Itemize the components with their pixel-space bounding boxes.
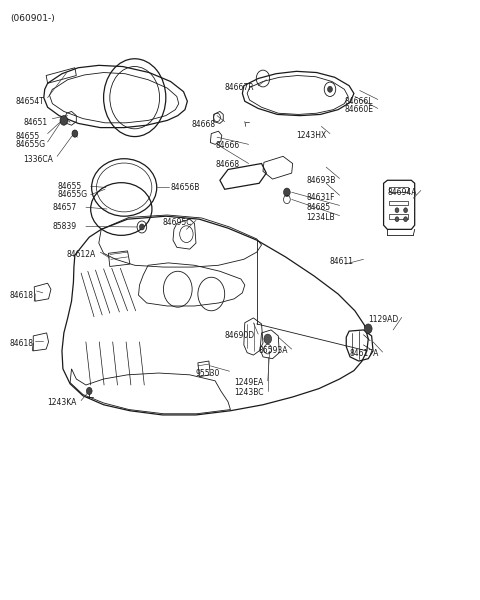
Text: 84660E: 84660E (344, 105, 373, 114)
Text: 95530: 95530 (196, 368, 220, 377)
Text: 84618: 84618 (9, 292, 33, 301)
Circle shape (404, 217, 408, 221)
Text: 1243BC: 1243BC (234, 388, 264, 397)
Text: 84666: 84666 (215, 141, 240, 150)
Text: (060901-): (060901-) (10, 14, 55, 23)
Text: 1249EA: 1249EA (234, 378, 264, 387)
Circle shape (60, 116, 68, 125)
Text: 84694A: 84694A (387, 188, 417, 197)
Text: 85839: 85839 (52, 222, 76, 231)
Text: 84695C: 84695C (162, 218, 192, 227)
Text: 84693B: 84693B (306, 176, 336, 185)
Text: 84685: 84685 (306, 203, 330, 212)
Text: 84667R: 84667R (225, 83, 254, 92)
Text: 84631F: 84631F (306, 193, 335, 202)
Text: 84618: 84618 (9, 339, 33, 348)
Text: 1129AD: 1129AD (368, 314, 398, 323)
Circle shape (140, 224, 144, 230)
Circle shape (404, 208, 408, 212)
Text: 84666L: 84666L (344, 97, 373, 106)
Text: 84655G: 84655G (57, 190, 87, 199)
Circle shape (86, 388, 92, 395)
Text: 84655: 84655 (57, 182, 82, 191)
Circle shape (395, 208, 399, 212)
Circle shape (364, 324, 372, 334)
Text: 86593A: 86593A (258, 346, 288, 355)
Text: 84656B: 84656B (170, 183, 200, 192)
Text: 1243KA: 1243KA (48, 398, 77, 407)
Text: 1243HX: 1243HX (297, 131, 327, 140)
Text: 84655G: 84655G (15, 140, 45, 149)
Text: 84657: 84657 (52, 203, 77, 212)
Text: 1234LB: 1234LB (306, 213, 335, 222)
Text: 84668: 84668 (191, 120, 216, 129)
Circle shape (284, 188, 290, 196)
Text: 84611: 84611 (330, 257, 354, 266)
Text: 84690D: 84690D (225, 331, 255, 340)
Text: 84612A: 84612A (67, 250, 96, 259)
Text: 84668: 84668 (215, 160, 239, 169)
Circle shape (395, 217, 399, 221)
Circle shape (72, 130, 78, 137)
Circle shape (264, 334, 272, 344)
Text: 84651: 84651 (24, 118, 48, 127)
Text: 84654T: 84654T (15, 97, 44, 106)
Text: 84655: 84655 (15, 132, 39, 141)
Text: 1336CA: 1336CA (24, 155, 54, 164)
Circle shape (327, 86, 332, 92)
Text: 84617A: 84617A (349, 349, 379, 358)
